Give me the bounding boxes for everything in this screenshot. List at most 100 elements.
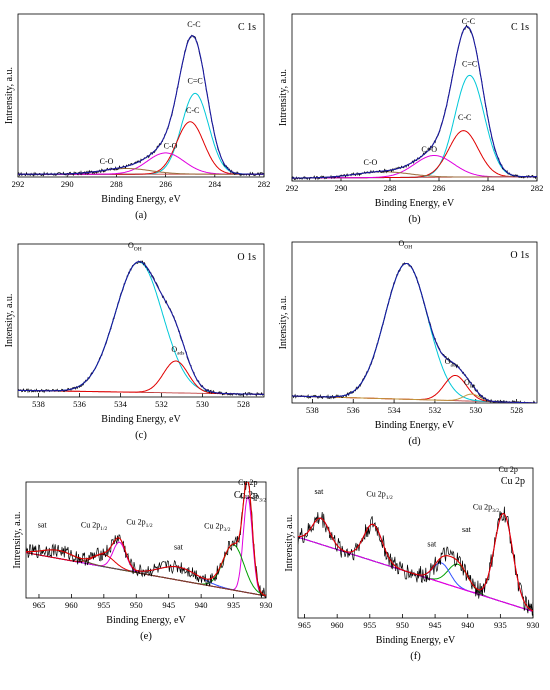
plot-frame xyxy=(17,13,265,178)
peak-label: C=O xyxy=(421,145,437,154)
x-tick-label: 528 xyxy=(510,405,523,415)
panel-tag: (f) xyxy=(410,651,421,662)
x-tick-label: 532 xyxy=(429,405,442,415)
peak-label: C-C xyxy=(458,113,471,122)
x-axis-label: Binding Energy, eV xyxy=(106,615,186,626)
peak-label: Cu 2p1/2 xyxy=(126,517,153,529)
panel-title: C 1s xyxy=(511,22,529,33)
peak-component xyxy=(18,360,264,395)
peak-label: C-C xyxy=(187,20,200,29)
y-axis-label: Intrensity, a.u. xyxy=(278,69,289,126)
plot-frame xyxy=(291,13,538,182)
x-tick-label: 940 xyxy=(195,600,208,610)
x-axis-label: Binding Energy, eV xyxy=(101,194,181,205)
x-axis-label: Binding Energy, eV xyxy=(101,414,181,425)
x-tick-label: 532 xyxy=(155,399,168,409)
panel-title: C 1s xyxy=(238,22,256,33)
x-tick-label: 290 xyxy=(335,183,348,193)
peak-component xyxy=(18,121,264,175)
y-axis-label: Intensity, a.u. xyxy=(278,296,289,350)
peak-label: Oads xyxy=(171,345,184,357)
x-tick-label: 530 xyxy=(196,399,209,409)
x-axis-label: Binding Energy, eV xyxy=(376,635,456,646)
envelope-fit xyxy=(292,262,537,403)
envelope-fit xyxy=(298,512,533,612)
peak-label: sat xyxy=(462,525,472,534)
x-tick-label: 290 xyxy=(61,179,74,189)
panel-title: O 1s xyxy=(510,250,529,261)
x-tick-label: 536 xyxy=(347,405,360,415)
x-tick-label: 288 xyxy=(110,179,123,189)
peak-label: C-C xyxy=(462,17,475,26)
peak-component xyxy=(298,517,533,612)
plot-frame xyxy=(291,241,538,404)
peak-label: sat xyxy=(427,539,437,548)
peak-label: Cu 2p3/2 xyxy=(204,521,231,533)
peak-label: C-C xyxy=(186,106,199,115)
panel-a: 292 290 288 286 284 282 Binding Energy, eV Intr… xyxy=(4,13,271,221)
panel-tag: (d) xyxy=(408,436,421,447)
x-tick-label: 935 xyxy=(494,620,507,630)
experimental-spectrum xyxy=(18,34,264,177)
x-tick-label: 530 xyxy=(469,405,482,415)
envelope-fit xyxy=(18,261,264,395)
peak-label: Cu 2p1/2 xyxy=(366,490,393,502)
x-tick-label: 534 xyxy=(388,405,402,415)
x-axis-label: Binding Energy, eV xyxy=(375,420,455,431)
peak-label: Cu 2p3/2 xyxy=(240,492,267,504)
x-tick-label: 950 xyxy=(130,600,143,610)
x-tick-label: 282 xyxy=(531,183,544,193)
panel-d: 538 536 534 532 530 528 Binding Energy, eV Inte… xyxy=(278,239,538,447)
peak-label: OOH xyxy=(128,241,142,253)
panel-title: Cu 2p xyxy=(501,476,525,487)
x-tick-label: 960 xyxy=(331,620,344,630)
peak-component xyxy=(18,92,264,175)
panel-tag: (a) xyxy=(135,210,147,221)
panel-c: 538 536 534 532 530 528 Binding Energy, eV Inte… xyxy=(4,241,265,441)
peak-label: OOH xyxy=(398,239,412,251)
experimental-spectrum xyxy=(292,24,537,181)
peak-label: Cu 2p xyxy=(238,478,257,487)
plot-area xyxy=(18,260,264,397)
peak-component xyxy=(26,549,266,597)
x-tick-label: 292 xyxy=(286,183,299,193)
peak-label: C-O xyxy=(164,142,178,151)
experimental-spectrum xyxy=(26,482,266,598)
x-tick-label: 935 xyxy=(227,600,240,610)
x-tick-label: 538 xyxy=(306,405,319,415)
x-tick-label: 282 xyxy=(258,179,271,189)
peak-label: Cu 2p1/2 xyxy=(81,520,108,532)
x-tick-label: 945 xyxy=(162,600,175,610)
x-tick-label: 955 xyxy=(363,620,376,630)
x-tick-label: 284 xyxy=(208,179,222,189)
plot-area xyxy=(26,482,266,598)
y-axis-label: Intrensity, a.u. xyxy=(12,511,23,568)
x-tick-label: 286 xyxy=(159,179,172,189)
x-tick-label: 286 xyxy=(433,183,446,193)
x-tick-label: 965 xyxy=(298,620,311,630)
x-tick-label: 284 xyxy=(482,183,496,193)
panel-title: Cu 2p xyxy=(234,490,258,501)
plot-frame xyxy=(17,243,265,398)
envelope-fit xyxy=(18,35,264,175)
plot-frame xyxy=(297,467,534,619)
y-axis-label: Intensity, a.u. xyxy=(4,294,15,348)
plot-frame xyxy=(25,481,267,599)
x-tick-label: 940 xyxy=(461,620,474,630)
panel-tag: (c) xyxy=(135,430,147,441)
x-tick-label: 955 xyxy=(97,600,110,610)
peak-label: sat xyxy=(314,487,324,496)
x-tick-label: 930 xyxy=(260,600,273,610)
peak-label: sat xyxy=(174,543,184,552)
x-tick-label: 945 xyxy=(429,620,442,630)
envelope-fit xyxy=(26,482,266,597)
peak-component xyxy=(292,263,537,403)
peak-label: C=C xyxy=(462,59,477,68)
peak-label: Cu 2p3/2 xyxy=(473,503,500,515)
x-tick-label: 292 xyxy=(12,179,25,189)
panel-b: 292 290 288 286 284 282 Binding Energy, eV Intr… xyxy=(278,13,544,225)
x-tick-label: 534 xyxy=(114,399,128,409)
peak-label: Cu 2p xyxy=(499,465,518,474)
peak-component xyxy=(292,375,537,403)
peak-label: Olat xyxy=(464,378,476,390)
